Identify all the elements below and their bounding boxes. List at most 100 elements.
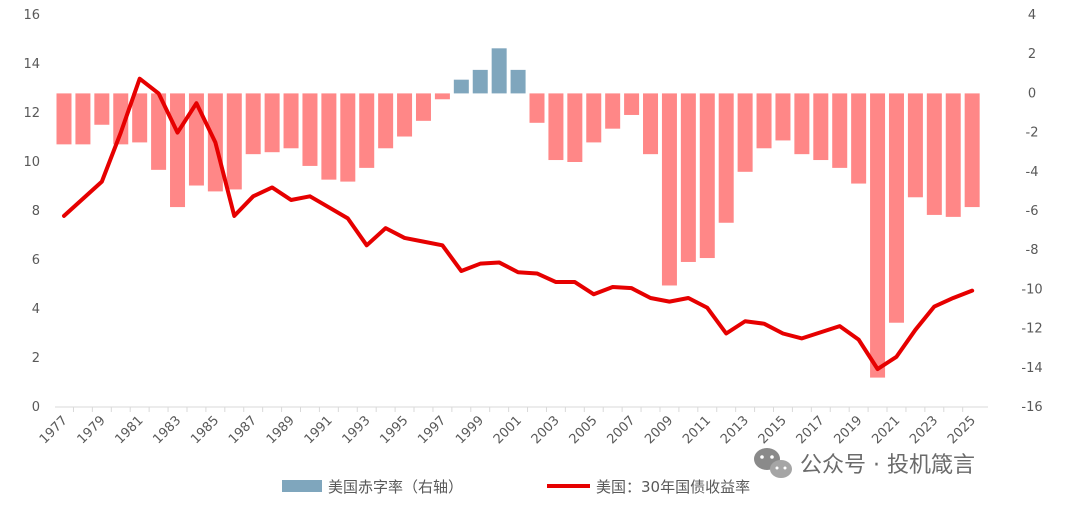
right-tick-2: 2 [1028, 47, 1036, 62]
x-tick-2003: 2003 [529, 413, 563, 447]
x-tick-1993: 1993 [340, 413, 374, 447]
deficit-bar-2007 [624, 93, 640, 115]
deficit-bar-2003 [548, 93, 564, 161]
deficit-bar-2006 [605, 93, 621, 129]
deficit-bar-1979 [94, 93, 110, 125]
left-tick-14: 14 [23, 57, 40, 72]
deficit-bar-1981 [132, 93, 148, 143]
legend-label-yield: 美国：30年国债收益率 [596, 478, 750, 496]
right-tick--16: -16 [1021, 400, 1042, 415]
right-tick--12: -12 [1021, 322, 1042, 337]
right-tick--14: -14 [1021, 361, 1042, 376]
deficit-bar-1982 [151, 93, 167, 170]
deficit-bar-2017 [813, 93, 829, 161]
x-tick-2013: 2013 [718, 413, 752, 447]
x-tick-2017: 2017 [794, 413, 828, 447]
legend-swatch-deficit [282, 480, 322, 492]
deficit-bar-1980 [113, 93, 129, 145]
right-tick-0: 0 [1028, 86, 1036, 101]
left-tick-16: 16 [23, 8, 40, 23]
deficit-bar-2002 [529, 93, 545, 123]
deficit-bar-2009 [661, 93, 677, 286]
x-tick-1977: 1977 [37, 413, 71, 447]
deficit-bar-1992 [340, 93, 356, 182]
right-tick--6: -6 [1026, 204, 1039, 219]
deficit-bar-2005 [586, 93, 602, 143]
x-tick-1991: 1991 [302, 413, 336, 447]
right-tick--10: -10 [1021, 282, 1042, 297]
left-axis-ticks: 0 2 4 6 8 10 12 14 16 [23, 8, 40, 415]
deficit-bars [56, 48, 980, 378]
deficit-bar-2013 [737, 93, 753, 172]
deficit-bar-2012 [718, 93, 734, 223]
yield-line [62, 76, 975, 372]
deficit-bar-1991 [321, 93, 337, 180]
deficit-bar-1997 [434, 93, 450, 100]
deficit-bar-1986 [226, 93, 242, 190]
deficit-bar-2024 [945, 93, 961, 217]
legend-label-deficit: 美国赤字率（右轴） [328, 478, 463, 496]
deficit-bar-1990 [302, 93, 318, 166]
deficit-bar-2004 [567, 93, 583, 162]
x-tick-1997: 1997 [415, 413, 449, 447]
x-tick-2005: 2005 [567, 413, 601, 447]
left-tick-0: 0 [32, 400, 40, 415]
left-tick-6: 6 [32, 253, 40, 268]
deficit-bar-1988 [264, 93, 280, 153]
deficit-bar-1978 [75, 93, 91, 145]
x-tick-2021: 2021 [869, 413, 903, 447]
x-tick-1983: 1983 [150, 413, 184, 447]
yield-line-layer [62, 76, 975, 372]
left-tick-4: 4 [32, 302, 40, 317]
x-tick-2007: 2007 [604, 413, 638, 447]
x-tick-1999: 1999 [453, 413, 487, 447]
deficit-bar-1996 [415, 93, 431, 121]
right-tick--2: -2 [1026, 126, 1039, 141]
deficit-bar-1999 [472, 69, 488, 94]
left-tick-8: 8 [32, 204, 40, 219]
deficit-bar-2022 [907, 93, 923, 198]
deficit-bar-1987 [245, 93, 261, 155]
deficit-bar-2016 [794, 93, 810, 155]
deficit-bar-2023 [926, 93, 942, 215]
deficit-bar-2014 [756, 93, 772, 149]
deficit-bar-2021 [888, 93, 904, 323]
deficit-bar-1994 [378, 93, 394, 149]
deficit-bar-1989 [283, 93, 299, 149]
x-tick-1995: 1995 [377, 413, 411, 447]
deficit-bar-2018 [832, 93, 848, 168]
deficit-bar-1995 [397, 93, 413, 137]
deficit-bar-2000 [491, 48, 507, 94]
deficit-bar-2025 [964, 93, 980, 208]
axes [55, 406, 988, 412]
left-tick-2: 2 [32, 351, 40, 366]
x-tick-2011: 2011 [680, 413, 714, 447]
x-tick-2015: 2015 [756, 413, 790, 447]
deficit-bar-1984 [188, 93, 204, 186]
x-tick-1981: 1981 [113, 413, 147, 447]
left-tick-12: 12 [23, 106, 40, 121]
deficit-bar-1993 [359, 93, 375, 168]
x-tick-2019: 2019 [831, 413, 865, 447]
deficit-bar-1983 [170, 93, 186, 208]
x-tick-1979: 1979 [75, 413, 109, 447]
legend: 美国赤字率（右轴） 美国：30年国债收益率 [282, 478, 750, 496]
x-tick-2001: 2001 [491, 413, 525, 447]
right-tick--8: -8 [1026, 243, 1039, 258]
left-tick-10: 10 [23, 155, 40, 170]
x-axis-ticks: 1977 1979 1981 1983 1985 1987 1989 1991 1993 1995… [37, 413, 979, 447]
deficit-bar-1977 [56, 93, 72, 145]
deficit-bar-1998 [453, 79, 469, 94]
right-axis-ticks: 4 2 0 -2 -4 -6 -8 -10 -12 -14 -16 [1021, 8, 1042, 415]
x-tick-2009: 2009 [642, 413, 676, 447]
deficit-bar-2001 [510, 69, 526, 94]
deficit-bar-2008 [643, 93, 659, 155]
x-tick-2025: 2025 [945, 413, 979, 447]
x-tick-1987: 1987 [226, 413, 260, 447]
x-tick-1989: 1989 [264, 413, 298, 447]
x-tick-2023: 2023 [907, 413, 941, 447]
deficit-bar-2019 [851, 93, 867, 184]
wechat-icon [754, 448, 792, 478]
watermark-text: 公众号 · 投机箴言 [800, 453, 975, 478]
